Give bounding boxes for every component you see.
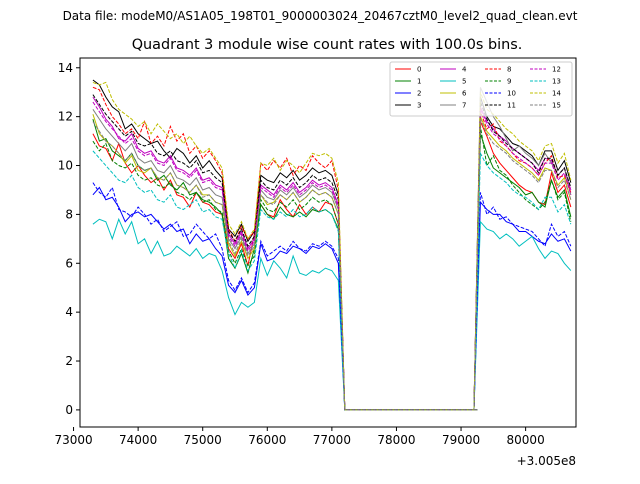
legend-label-14: 14 [552,90,561,98]
x-tick-label: 75000 [184,433,222,447]
legend-label-9: 9 [507,78,511,86]
y-tick-label: 12 [58,110,73,124]
legend-label-12: 12 [552,66,561,74]
legend-label-7: 7 [462,102,466,110]
y-tick-label: 2 [65,354,73,368]
legend-label-0: 0 [417,66,421,74]
legend-label-1: 1 [417,78,421,86]
legend-label-5: 5 [462,78,466,86]
y-tick-label: 14 [58,61,73,75]
legend-label-4: 4 [462,66,467,74]
legend-label-2: 2 [417,90,421,98]
y-tick-label: 10 [58,159,73,173]
x-tick-label: 78000 [377,433,415,447]
figure: Data file: modeM0/AS1A05_198T01_90000030… [0,0,640,480]
x-tick-label: 76000 [248,433,286,447]
legend-label-10: 10 [507,90,516,98]
y-tick-label: 8 [65,207,73,221]
legend-label-3: 3 [417,102,421,110]
legend-label-13: 13 [552,78,561,86]
y-tick-label: 6 [65,256,73,270]
legend-label-15: 15 [552,102,561,110]
x-tick-label: 77000 [313,433,351,447]
chart-svg: Data file: modeM0/AS1A05_198T01_90000030… [0,0,640,480]
chart-title: Quadrant 3 module wise count rates with … [132,37,523,53]
legend-label-11: 11 [507,102,516,110]
x-tick-label: 74000 [119,433,157,447]
y-tick-label: 4 [65,305,73,319]
x-tick-label: 80000 [507,433,545,447]
y-tick-label: 0 [65,403,73,417]
legend-label-6: 6 [462,90,467,98]
figure-suptitle: Data file: modeM0/AS1A05_198T01_90000030… [63,9,578,23]
x-tick-label: 79000 [442,433,480,447]
legend-label-8: 8 [507,66,511,74]
x-tick-label: 73000 [54,433,92,447]
x-offset-label: +3.005e8 [517,454,576,468]
